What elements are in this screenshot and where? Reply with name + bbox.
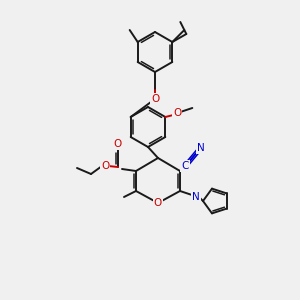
Text: N: N: [197, 143, 205, 153]
Text: O: O: [151, 94, 159, 104]
Text: N: N: [192, 192, 200, 202]
Text: O: O: [173, 108, 182, 118]
Text: O: O: [154, 198, 162, 208]
Text: C: C: [181, 161, 189, 171]
Text: O: O: [101, 161, 109, 171]
Text: O: O: [114, 139, 122, 149]
